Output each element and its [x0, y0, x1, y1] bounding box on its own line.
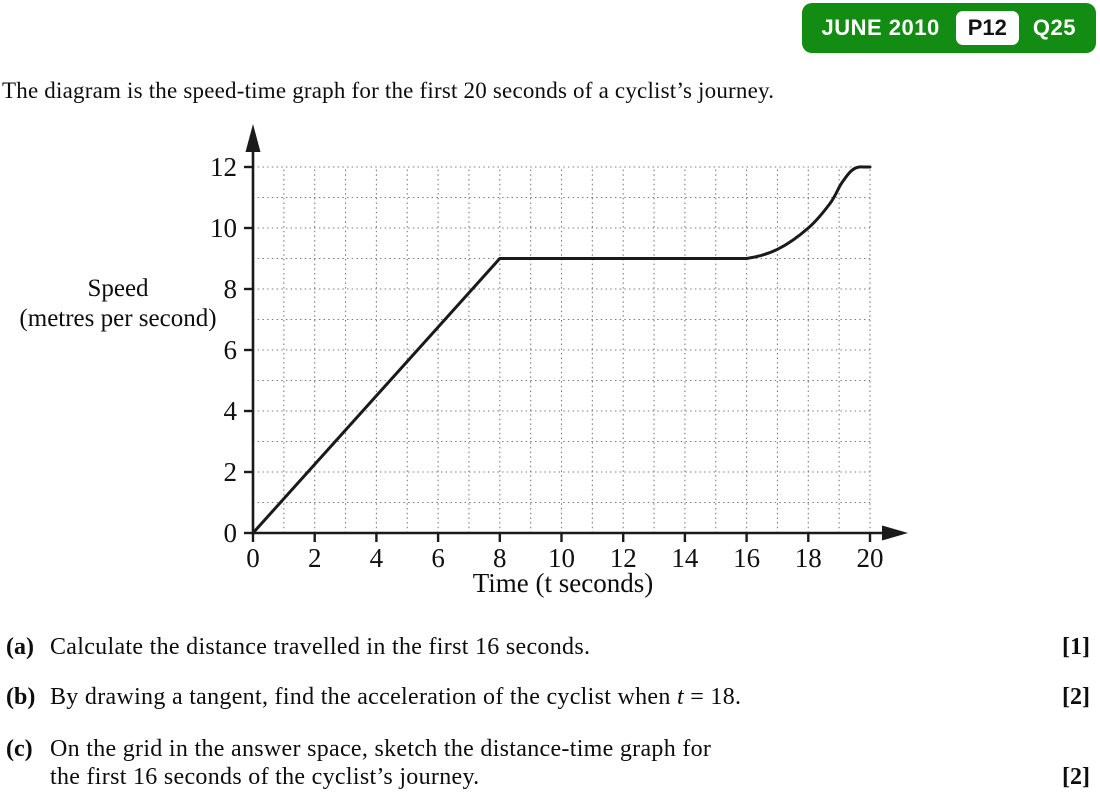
y-tick-label: 10 [210, 213, 237, 243]
x-tick-label: 18 [795, 543, 822, 573]
x-tick-label: 4 [370, 543, 384, 573]
question-b-text-post: = 18. [683, 684, 742, 710]
grid-dotted-lines [253, 166, 871, 533]
question-c: (c) On the grid in the answer space, ske… [6, 735, 1090, 791]
question-a-marks: [1] [1062, 634, 1090, 660]
speed-curve [251, 165, 872, 535]
question-b-marks: [2] [1062, 684, 1090, 710]
y-tick-label: 0 [224, 518, 238, 548]
y-axis-title: Speed (metres per second) [0, 274, 236, 334]
y-axis-arrow-icon [245, 124, 261, 152]
question-c-text-line2: the first 16 seconds of the cyclist’s jo… [50, 764, 480, 790]
x-axis-title: Time (t seconds) [472, 568, 654, 598]
y-axis-title-line1: Speed [87, 275, 149, 302]
speed-time-graph: 0 2 4 6 8 10 12 14 16 18 20 0 2 4 6 8 10 12 Speed (metres… [0, 118, 960, 618]
y-tick-label: 12 [210, 152, 237, 182]
y-tick-label: 6 [224, 335, 238, 365]
question-b-text-pre: By drawing a tangent, find the accelerat… [50, 684, 677, 710]
question-intro-text: The diagram is the speed-time graph for … [2, 78, 775, 103]
x-tick-label: 8 [493, 543, 507, 573]
x-tick-label: 12 [610, 543, 637, 573]
badge-question-label: Q25 [1032, 15, 1076, 40]
question-c-label: (c) [6, 736, 33, 762]
badge-session-label: JUNE 2010 [821, 15, 940, 40]
speed-time-graph-canvas: 0 2 4 6 8 10 12 14 16 18 20 0 2 4 6 8 10 12 [210, 124, 908, 573]
x-tick-label: 2 [308, 543, 322, 573]
y-tick-label: 4 [224, 396, 238, 426]
x-axis-arrow-icon [882, 525, 908, 541]
badge-paper-label: P12 [955, 11, 1019, 45]
x-tick-label: 14 [671, 543, 699, 573]
y-axis-title-line2: (metres per second) [19, 305, 217, 332]
x-tick-label: 16 [733, 543, 760, 573]
question-b-label: (b) [6, 684, 36, 710]
question-c-text-line1: On the grid in the answer space, sketch … [50, 736, 712, 762]
question-badge: JUNE 2010 P12 Q25 [801, 3, 1096, 53]
y-tick-label: 2 [224, 457, 238, 487]
question-b-text: By drawing a tangent, find the accelerat… [50, 683, 1050, 711]
x-tick-label: 6 [431, 543, 445, 573]
question-c-marks: [2] [1062, 764, 1090, 790]
x-tick-label: 0 [246, 543, 260, 573]
x-tick-label: 20 [857, 543, 884, 573]
axis-tick-labels: 0 2 4 6 8 10 12 14 16 18 20 0 2 4 6 8 10 12 [210, 152, 884, 573]
axis-ticks [244, 165, 872, 542]
question-b-text-variable: t [676, 684, 684, 710]
question-b: (b) By drawing a tangent, find the accel… [6, 683, 1090, 711]
y-tick-label: 8 [224, 274, 238, 304]
axes [245, 124, 908, 541]
question-c-text: On the grid in the answer space, sketch … [50, 735, 1050, 791]
question-a: (a) Calculate the distance travelled in … [6, 633, 1090, 661]
x-tick-label: 10 [548, 543, 575, 573]
question-a-label: (a) [6, 634, 34, 660]
question-a-text: Calculate the distance travelled in the … [50, 634, 591, 660]
